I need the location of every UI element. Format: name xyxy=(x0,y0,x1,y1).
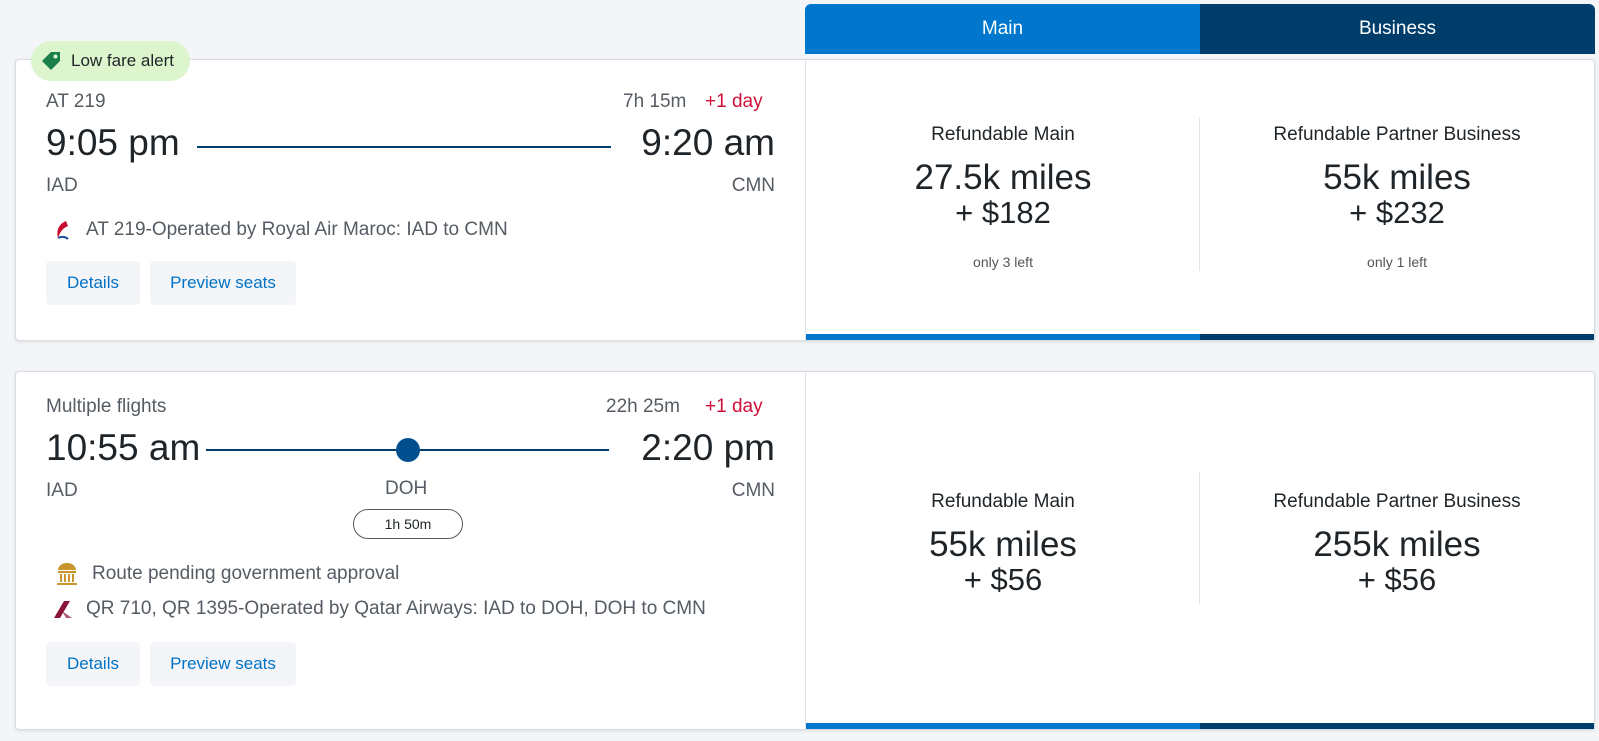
fare-cash: + $182 xyxy=(955,195,1051,230)
fare-miles: 27.5k miles xyxy=(914,158,1092,197)
low-fare-alert-badge: Low fare alert xyxy=(31,41,190,81)
plus-day-indicator: +1 day xyxy=(705,91,763,112)
fare-bar-main xyxy=(806,334,1200,340)
operated-by: QR 710, QR 1395-Operated by Qatar Airway… xyxy=(50,597,706,621)
fare-cash: + $56 xyxy=(963,561,1043,597)
fare-options: Refundable Main 55k miles + $56 Refundab… xyxy=(805,372,1594,729)
fare-name: Refundable Partner Business xyxy=(1273,124,1521,145)
destination-airport: CMN xyxy=(731,480,775,501)
operated-by-text: AT 219-Operated by Royal Air Maroc: IAD … xyxy=(86,219,508,240)
departure-time: 10:55 am xyxy=(46,427,201,468)
fare-options: Refundable Main 27.5k miles + $182 only … xyxy=(805,60,1594,340)
details-button[interactable]: Details xyxy=(46,261,140,305)
government-approval-notice: Route pending government approval xyxy=(54,561,399,587)
arrival-time: 2:20 pm xyxy=(641,427,775,468)
fare-cash: + $232 xyxy=(1349,195,1445,230)
stop-airport: DOH xyxy=(385,478,428,499)
departure-time: 9:05 pm xyxy=(46,122,180,163)
fare-divider xyxy=(1199,472,1200,604)
flight-info: Multiple flights 22h 25m +1 day 10:55 am… xyxy=(16,372,805,729)
preview-seats-button[interactable]: Preview seats xyxy=(150,261,296,305)
badge-label: Low fare alert xyxy=(71,51,174,70)
fare-cash: + $56 xyxy=(1357,561,1437,597)
fare-miles: 55k miles xyxy=(929,524,1077,564)
stop-dot xyxy=(396,438,420,462)
tab-business[interactable]: Business xyxy=(1200,4,1595,54)
flight-number: Multiple flights xyxy=(46,396,167,417)
fare-name: Refundable Main xyxy=(931,124,1075,145)
plus-day-indicator: +1 day xyxy=(705,396,763,417)
flight-number: AT 219 xyxy=(46,91,106,112)
royal-air-maroc-logo-icon xyxy=(57,221,69,240)
flight-duration: 7h 15m xyxy=(623,91,687,112)
government-building-icon xyxy=(57,563,77,585)
flight-card: Low fare alert AT 219 7h 15m +1 day 9:05… xyxy=(15,41,1595,341)
origin-airport: IAD xyxy=(46,175,78,196)
layover-duration: 1h 50m xyxy=(353,509,463,539)
fare-bar-business xyxy=(1200,334,1594,340)
seats-left: only 1 left xyxy=(1367,254,1427,270)
fare-bar-business xyxy=(1200,723,1594,729)
origin-airport: IAD xyxy=(46,480,78,501)
notice-text: Route pending government approval xyxy=(92,563,400,584)
tab-main[interactable]: Main xyxy=(805,4,1200,54)
fare-bar-main xyxy=(806,723,1200,729)
price-tag-icon xyxy=(42,52,60,70)
route-line xyxy=(197,146,611,148)
fare-business[interactable]: Refundable Partner Business 255k miles +… xyxy=(1200,372,1594,729)
fare-miles: 255k miles xyxy=(1313,524,1481,564)
fare-name: Refundable Main xyxy=(931,490,1075,512)
flight-card: Multiple flights 22h 25m +1 day 10:55 am… xyxy=(15,371,1595,730)
qatar-airways-logo-icon xyxy=(54,601,72,618)
flight-info: Low fare alert AT 219 7h 15m +1 day 9:05… xyxy=(16,41,805,340)
fare-class-tabs: Main Business xyxy=(805,4,1595,54)
seats-left: only 3 left xyxy=(973,254,1033,270)
arrival-time: 9:20 am xyxy=(641,122,775,163)
fare-divider xyxy=(1199,117,1200,271)
details-button[interactable]: Details xyxy=(46,642,140,686)
fare-miles: 55k miles xyxy=(1323,158,1471,197)
fare-name: Refundable Partner Business xyxy=(1273,490,1521,512)
operated-by: AT 219-Operated by Royal Air Maroc: IAD … xyxy=(50,218,508,242)
fare-main[interactable]: Refundable Main 27.5k miles + $182 only … xyxy=(806,60,1200,340)
fare-main[interactable]: Refundable Main 55k miles + $56 xyxy=(806,372,1200,729)
fare-business[interactable]: Refundable Partner Business 55k miles + … xyxy=(1200,60,1594,340)
preview-seats-button[interactable]: Preview seats xyxy=(150,642,296,686)
destination-airport: CMN xyxy=(731,175,775,196)
flight-duration: 22h 25m xyxy=(606,396,680,417)
operated-by-text: QR 710, QR 1395-Operated by Qatar Airway… xyxy=(86,598,706,619)
